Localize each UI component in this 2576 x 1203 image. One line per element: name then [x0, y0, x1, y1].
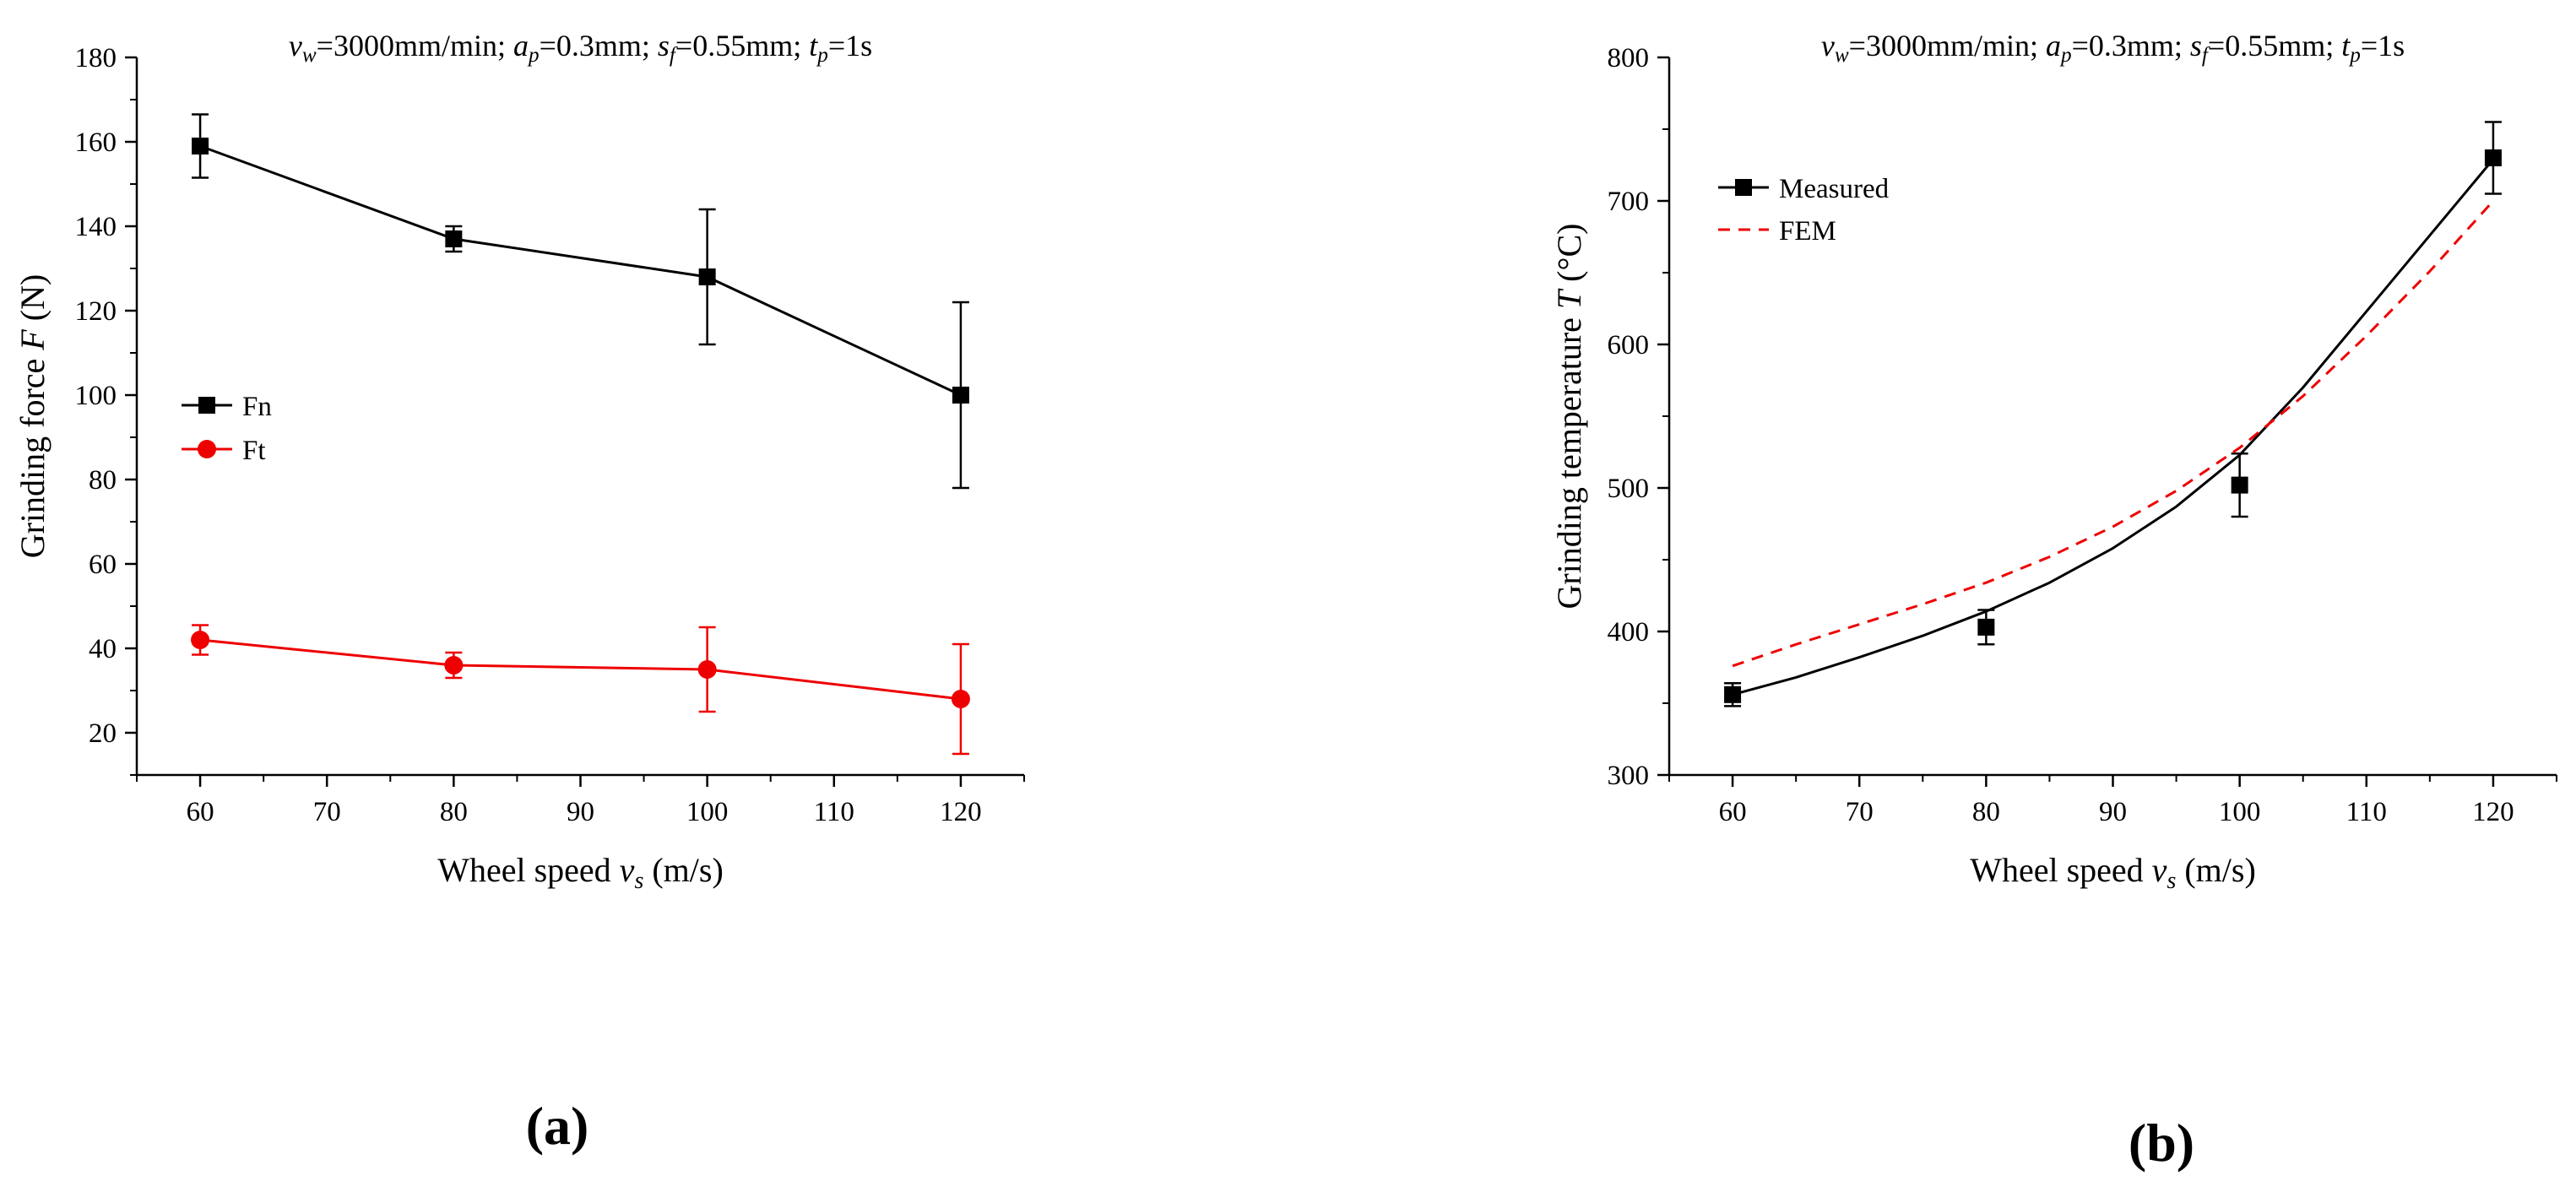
data-point: [444, 656, 464, 675]
chart-panel-b: 60 70 80 90 100 110 120 300 400 500 600 700 800 vw=30…: [1550, 29, 2557, 1173]
data-point: [445, 230, 463, 247]
x-tick-label: 90: [2099, 797, 2127, 827]
y-tick-label: 500: [1608, 474, 1650, 504]
data-point: [191, 631, 210, 649]
legend-marker: [198, 440, 216, 458]
x-tick-label: 60: [1719, 797, 1747, 827]
y-tick-label: 600: [1608, 330, 1650, 360]
legend-marker: [1735, 179, 1752, 196]
y-axis-label: Grinding temperature T (°C): [1550, 223, 1588, 609]
x-tick-label: 120: [2472, 797, 2514, 827]
series-line: [1732, 158, 2495, 696]
data-point: [2484, 149, 2502, 166]
x-tick-label: 100: [2219, 797, 2261, 827]
x-tick-label: 80: [1972, 797, 2000, 827]
x-tick-label: 90: [567, 797, 594, 827]
x-tick-label: 70: [1846, 797, 1874, 827]
y-tick-label: 40: [89, 634, 117, 664]
y-axis-label: Grinding force F (N): [14, 274, 52, 559]
legend-entry-measured: Measured: [1718, 174, 1890, 204]
y-tick-label: 20: [89, 718, 117, 749]
x-tick-label: 120: [940, 797, 982, 827]
data-point: [1977, 618, 1995, 636]
x-tick-label: 60: [187, 797, 214, 827]
x-tick-label: 110: [814, 797, 854, 827]
x-tick-label: 100: [686, 797, 729, 827]
legend-entry-fem: FEM: [1718, 216, 1836, 247]
y-tick-label: 700: [1608, 187, 1650, 217]
chart-panel-a: 60 70 80 90 100 110 120 20 40 60 80 100 120 140 160 180…: [14, 29, 1025, 1156]
chart-title: vw=3000mm/min; ap=0.3mm; sf=0.55mm; tp=1…: [289, 29, 872, 67]
legend-label: Measured: [1779, 174, 1890, 204]
y-tick-label: 800: [1608, 43, 1650, 73]
series-fn: [192, 113, 969, 490]
series-ft: [191, 624, 970, 756]
series-fem: [1732, 199, 2495, 668]
x-tick-label: 110: [2346, 797, 2387, 827]
x-tick-label: 70: [313, 797, 341, 827]
panel-label: (b): [2129, 1113, 2194, 1173]
panel-label: (a): [526, 1096, 589, 1156]
legend-label: Fn: [242, 392, 272, 422]
data-point: [192, 138, 209, 154]
x-tick-label: 80: [440, 797, 468, 827]
legend-entry-fn: Fn: [182, 392, 272, 422]
y-tick-label: 140: [75, 212, 117, 242]
data-point: [697, 660, 717, 679]
y-tick-label: 60: [89, 550, 117, 580]
y-tick-label: 100: [75, 381, 117, 411]
series-line: [1732, 199, 2495, 668]
data-point: [1724, 685, 1742, 703]
y-tick-label: 80: [89, 465, 117, 496]
legend-marker: [198, 397, 215, 414]
data-point: [951, 690, 970, 708]
y-tick-label: 160: [75, 127, 117, 158]
series-measured: [1724, 121, 2502, 707]
chart-title: vw=3000mm/min; ap=0.3mm; sf=0.55mm; tp=1…: [1821, 29, 2405, 67]
legend-label: FEM: [1779, 216, 1836, 247]
y-tick-label: 120: [75, 296, 117, 327]
series-line: [199, 638, 962, 701]
data-point: [952, 387, 969, 404]
legend-entry-ft: Ft: [182, 436, 266, 466]
series-line: [199, 144, 962, 397]
y-tick-label: 180: [75, 43, 117, 73]
x-axis-label: Wheel speed vs (m/s): [437, 851, 724, 894]
data-point: [698, 268, 716, 285]
legend-label: Ft: [242, 436, 266, 466]
x-axis-label: Wheel speed vs (m/s): [1970, 851, 2256, 894]
data-point: [2231, 476, 2248, 494]
y-tick-label: 300: [1608, 761, 1650, 791]
y-tick-label: 400: [1608, 617, 1650, 648]
